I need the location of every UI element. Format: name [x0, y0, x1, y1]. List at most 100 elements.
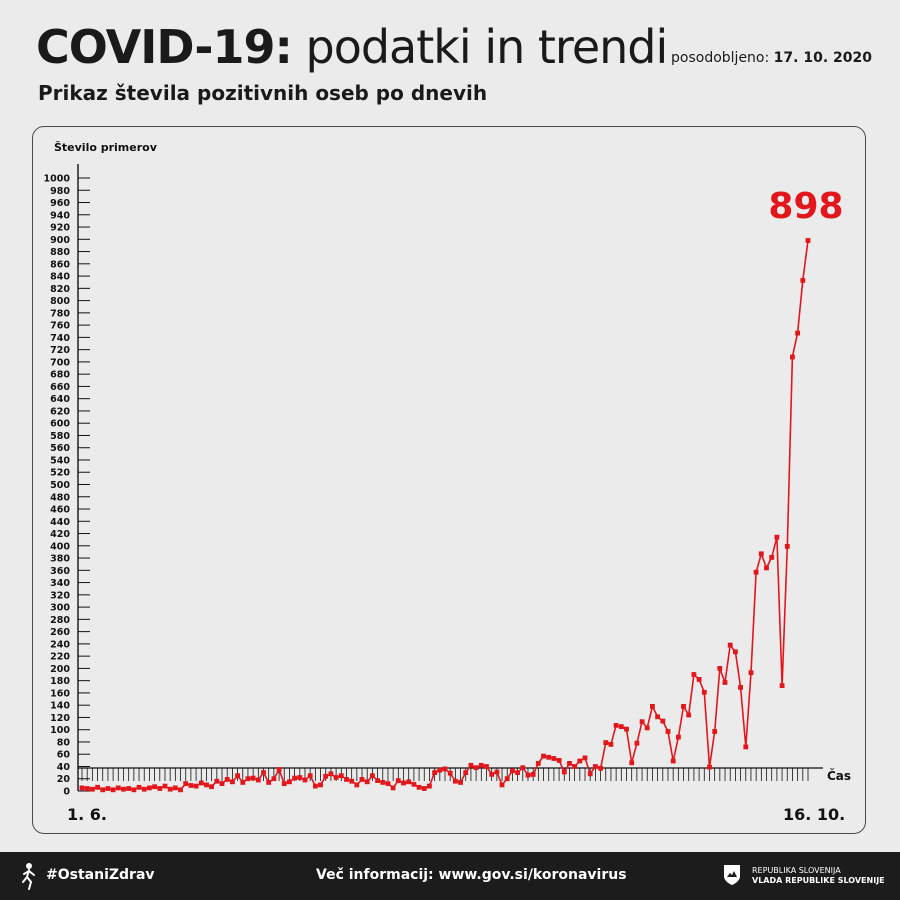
- data-point: [281, 781, 287, 786]
- data-point: [307, 773, 313, 779]
- subtitle: Prikaz števila pozitivnih oseb po dnevih: [38, 81, 488, 105]
- data-point: [546, 754, 552, 760]
- data-point: [235, 773, 240, 779]
- data-point: [598, 765, 603, 771]
- data-point: [494, 769, 500, 775]
- data-point: [370, 773, 375, 779]
- data-point: [458, 780, 463, 785]
- data-point: [629, 760, 635, 766]
- data-point: [349, 778, 355, 784]
- data-point: [707, 764, 712, 770]
- data-point: [416, 784, 422, 790]
- gov-line-1: REPUBLIKA SLOVENIJA: [752, 866, 841, 875]
- data-point: [141, 786, 147, 792]
- data-point: [147, 785, 152, 791]
- data-point: [395, 778, 401, 783]
- gov-line-2: VLADA REPUBLIKE SLOVENIJE: [752, 876, 885, 885]
- data-point: [136, 784, 142, 790]
- data-point: [504, 776, 510, 782]
- data-point: [121, 786, 126, 792]
- data-point: [660, 718, 666, 724]
- data-point: [644, 725, 650, 731]
- y-tick-label: 40: [57, 762, 71, 773]
- y-tick-label: 800: [50, 296, 70, 307]
- data-point: [784, 544, 790, 549]
- data-point: [250, 775, 256, 781]
- data-point: [79, 785, 85, 791]
- data-point: [489, 772, 495, 777]
- y-tick-label: 0: [63, 787, 70, 798]
- y-tick-label: 640: [50, 394, 70, 405]
- data-point: [230, 779, 235, 785]
- updated-value: 17. 10. 2020: [773, 50, 872, 66]
- data-point: [261, 770, 266, 775]
- y-tick-label: 720: [50, 345, 70, 356]
- data-point: [302, 777, 308, 783]
- data-point: [743, 744, 749, 750]
- y-tick-label: 20: [57, 774, 71, 785]
- data-point: [639, 719, 645, 725]
- y-axis-ticks: 0204060801001201401601802002202402602803…: [44, 174, 90, 798]
- data-point: [328, 771, 334, 777]
- data-point: [172, 785, 178, 791]
- y-tick-label: 300: [50, 603, 70, 614]
- data-point: [722, 680, 728, 685]
- data-point: [733, 649, 738, 655]
- data-point: [385, 781, 391, 786]
- data-point: [178, 787, 183, 793]
- y-tick-label: 920: [50, 223, 70, 234]
- data-point: [670, 758, 676, 764]
- y-tick-label: 600: [50, 419, 70, 430]
- data-point: [157, 786, 163, 791]
- data-point: [411, 781, 417, 787]
- data-point: [432, 770, 437, 775]
- x-axis-label: Čas: [827, 768, 851, 783]
- data-point: [364, 779, 370, 785]
- data-point: [624, 726, 629, 732]
- data-point: [318, 782, 323, 788]
- data-point: [126, 786, 132, 791]
- y-tick-label: 60: [57, 750, 71, 761]
- data-point: [390, 785, 396, 791]
- data-point: [613, 723, 619, 728]
- data-point: [354, 782, 360, 788]
- data-point: [577, 758, 583, 764]
- data-point: [204, 782, 209, 788]
- data-point: [209, 784, 214, 790]
- data-point: [758, 551, 764, 557]
- data-point: [266, 780, 272, 785]
- data-point: [95, 784, 100, 790]
- data-point: [525, 772, 531, 778]
- data-point: [214, 778, 220, 784]
- y-tick-label: 680: [50, 370, 70, 381]
- more-info-text[interactable]: Več informacij: www.gov.si/koronavirus: [316, 867, 627, 883]
- data-point: [567, 761, 572, 766]
- data-point: [380, 780, 386, 785]
- y-tick-label: 520: [50, 468, 70, 479]
- data-point: [551, 756, 557, 761]
- y-tick-label: 860: [50, 259, 70, 270]
- data-point: [541, 753, 546, 759]
- y-tick-label: 140: [50, 701, 70, 712]
- y-tick-label: 160: [50, 688, 70, 699]
- y-tick-label: 180: [50, 676, 70, 687]
- data-point: [297, 775, 303, 780]
- data-point: [323, 773, 329, 779]
- data-point: [665, 729, 671, 734]
- data-point: [510, 768, 515, 774]
- data-point: [515, 770, 520, 775]
- y-tick-label: 320: [50, 590, 70, 601]
- data-point: [655, 714, 660, 720]
- y-tick-label: 100: [50, 725, 70, 736]
- data-point: [790, 354, 795, 360]
- y-tick-label: 260: [50, 627, 70, 638]
- data-point: [769, 555, 775, 560]
- updated-date: posodobljeno: 17. 10. 2020: [671, 50, 872, 66]
- data-point: [727, 642, 733, 648]
- data-point: [271, 776, 277, 782]
- data-point: [753, 569, 759, 575]
- data-point: [84, 786, 90, 791]
- data-point: [240, 780, 246, 785]
- data-point: [686, 712, 692, 718]
- data-point: [478, 762, 484, 768]
